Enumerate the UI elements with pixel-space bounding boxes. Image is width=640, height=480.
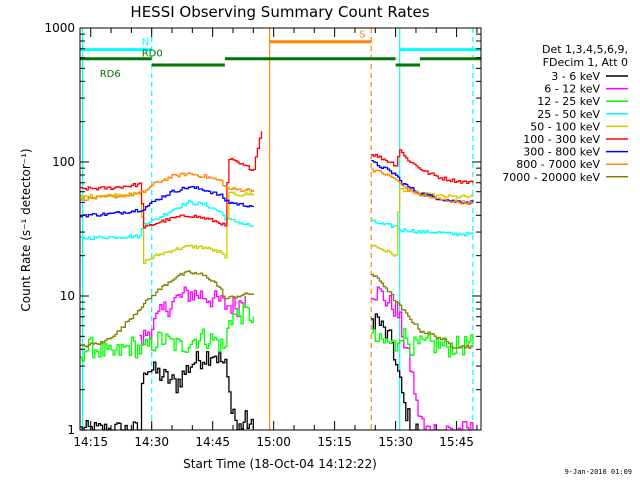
state-bar-label-s: S xyxy=(359,30,365,41)
x-tick-label-1430: 14:30 xyxy=(134,435,169,449)
y-tick-label-10: 10 xyxy=(60,289,75,303)
series-100to300keV-seg-1 xyxy=(371,149,474,184)
y-axis: 1 10 100 1000 xyxy=(44,21,481,437)
legend-label-3to6keV: 3 - 6 keV xyxy=(551,70,600,83)
y-tick-label-100: 100 xyxy=(52,155,75,169)
series-7000to20000keV-seg-0 xyxy=(80,270,254,348)
series-100to300keV-seg-0 xyxy=(80,131,263,229)
chart-title: HESSI Observing Summary Count Rates xyxy=(130,3,429,21)
legend-label-6to12keV: 6 - 12 keV xyxy=(544,83,600,96)
series-6to12keV-seg-2 xyxy=(424,421,474,431)
legend-label-12to25keV: 12 - 25 keV xyxy=(537,95,600,108)
x-tick-label-1530: 15:30 xyxy=(378,435,413,449)
x-tick-label-1445: 14:45 xyxy=(195,435,230,449)
series-800to7000keV-seg-1 xyxy=(371,168,474,206)
series-6to12keV-seg-0 xyxy=(139,286,246,346)
legend-label-7000to20000keV: 7000 - 20000 keV xyxy=(502,171,600,184)
state-bar-label-rd6: RD6 xyxy=(100,69,121,80)
legend-header-line-2: FDecim 1, Att 0 xyxy=(543,56,628,69)
date-stamp: 9-Jan-2010 01:09 xyxy=(565,468,632,476)
legend-header-line-1: Det 1,3,4,5,6,9, xyxy=(542,43,628,56)
x-axis-label: Start Time (18-Oct-04 14:12:22) xyxy=(183,457,377,471)
series-7000to20000keV-seg-1 xyxy=(371,273,474,349)
series-12to25keV-seg-0 xyxy=(80,303,254,362)
x-tick-label-1515: 15:15 xyxy=(317,435,352,449)
series-300to800keV-seg-0 xyxy=(80,185,254,218)
state-bar-label-rd0: RD0 xyxy=(142,49,163,60)
x-tick-label-1545: 15:45 xyxy=(439,435,474,449)
series-25to50keV-seg-0 xyxy=(80,200,254,241)
legend-label-25to50keV: 25 - 50 keV xyxy=(537,108,600,121)
plot-frame xyxy=(79,27,482,431)
y-axis-label: Count Rate (s⁻¹ detector⁻¹) xyxy=(19,148,33,311)
plot-area: N S RD0 RD6 xyxy=(80,28,481,431)
legend-label-800to7000keV: 800 - 7000 keV xyxy=(516,158,600,171)
series-25to50keV-seg-1 xyxy=(371,219,474,237)
series-50to100keV-seg-0 xyxy=(80,191,254,264)
series-50to100keV-seg-1 xyxy=(371,187,474,257)
legend: Det 1,3,4,5,6,9, FDecim 1, Att 0 3 - 6 k… xyxy=(502,43,628,184)
series-3to6keV-seg-0 xyxy=(80,351,254,431)
series-3to6keV-seg-1 xyxy=(371,313,420,431)
series-6to12keV-seg-1 xyxy=(371,286,425,430)
y-tick-label-1: 1 xyxy=(67,423,75,437)
y-tick-label-1000: 1000 xyxy=(44,21,75,35)
legend-label-50to100keV: 50 - 100 keV xyxy=(530,120,600,133)
series-800to7000keV-seg-0 xyxy=(80,172,254,202)
legend-label-100to300keV: 100 - 300 keV xyxy=(523,133,600,146)
x-axis: 14:15 14:30 14:45 15:00 15:15 15:30 15:45 xyxy=(73,28,478,449)
x-tick-label-1415: 14:15 xyxy=(73,435,108,449)
x-tick-label-1500: 15:00 xyxy=(256,435,291,449)
state-bar-label-n: N xyxy=(142,38,149,49)
series-12to25keV-seg-1 xyxy=(371,328,474,358)
legend-label-300to800keV: 300 - 800 keV xyxy=(523,146,600,159)
